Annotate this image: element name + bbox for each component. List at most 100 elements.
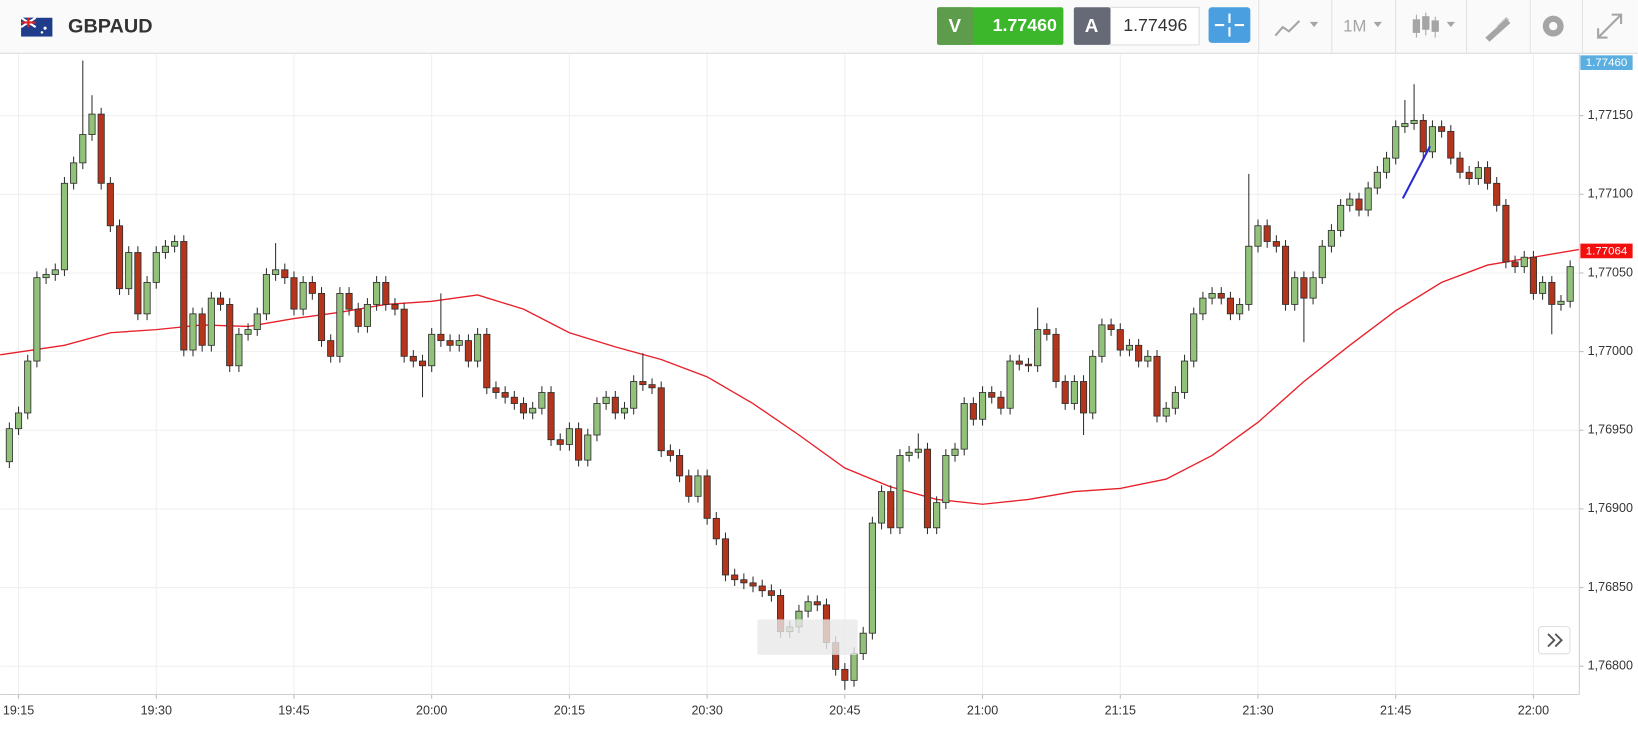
candle-body bbox=[969, 403, 977, 420]
candle-body bbox=[1226, 297, 1235, 315]
candle-body bbox=[676, 455, 684, 477]
y-tick-label: 1,76800 bbox=[1588, 659, 1633, 673]
candle-body bbox=[1098, 324, 1106, 357]
candle-body bbox=[125, 252, 133, 290]
candle-body bbox=[483, 333, 491, 389]
settings-button[interactable] bbox=[1542, 15, 1564, 37]
candle-body bbox=[492, 387, 500, 393]
candle-body bbox=[1199, 297, 1207, 315]
candle-body bbox=[1190, 313, 1198, 362]
candle-body bbox=[620, 407, 629, 414]
candle-body bbox=[1070, 381, 1078, 404]
candle-body bbox=[740, 579, 748, 584]
scroll-right-button[interactable] bbox=[1538, 626, 1571, 655]
candle-body bbox=[1355, 198, 1363, 211]
candle-body bbox=[88, 113, 96, 135]
candle-body bbox=[1180, 360, 1189, 393]
candle-body bbox=[519, 403, 528, 414]
candle-body bbox=[703, 475, 711, 519]
moving-average-line bbox=[0, 248, 1580, 505]
candle-body bbox=[1493, 182, 1501, 206]
candle-body bbox=[79, 134, 87, 164]
candle-body bbox=[1263, 225, 1271, 242]
candle-body bbox=[281, 269, 289, 279]
candle-body bbox=[106, 182, 114, 227]
candle-body bbox=[327, 340, 335, 357]
candle-body bbox=[1474, 167, 1482, 179]
buy-price: 1.77496 bbox=[1123, 15, 1187, 35]
candle-body bbox=[758, 585, 766, 592]
timeframe-button[interactable]: 1M bbox=[1343, 17, 1382, 36]
x-tick-label: 19:30 bbox=[141, 704, 172, 718]
flag-icon bbox=[20, 16, 53, 37]
y-tick-label: 1,76850 bbox=[1588, 580, 1633, 594]
candle-body bbox=[60, 182, 68, 271]
candle-body bbox=[1116, 329, 1124, 351]
candle-body bbox=[1217, 292, 1225, 299]
candle-body bbox=[1080, 381, 1088, 414]
candle-body bbox=[235, 333, 243, 367]
candle-body bbox=[1346, 198, 1354, 206]
tooltip-box bbox=[757, 619, 858, 655]
candle-body bbox=[767, 590, 775, 596]
candle-body bbox=[666, 450, 674, 456]
candle-body bbox=[409, 355, 417, 362]
candle-body bbox=[942, 455, 950, 504]
x-tick-label: 19:15 bbox=[3, 704, 34, 718]
indicator-button[interactable] bbox=[1274, 20, 1319, 37]
candle-body bbox=[180, 241, 188, 351]
buy-button[interactable]: A 1.77496 bbox=[1073, 6, 1200, 46]
candle-body bbox=[1043, 329, 1051, 335]
candle-body bbox=[547, 392, 555, 441]
candle-body bbox=[1107, 324, 1115, 331]
toolbar-bg bbox=[0, 0, 1638, 54]
candle-body bbox=[1162, 407, 1170, 417]
candle-body bbox=[134, 252, 142, 315]
candle-body bbox=[1438, 126, 1446, 132]
candle-body bbox=[207, 297, 215, 346]
sell-button[interactable]: V 1.77460 bbox=[937, 7, 1064, 45]
chart-type-button[interactable] bbox=[1412, 12, 1456, 38]
candle-body bbox=[1502, 204, 1510, 263]
candle-body bbox=[1089, 355, 1097, 414]
candle-body bbox=[731, 574, 739, 581]
trend-line-drawing[interactable] bbox=[1401, 145, 1431, 199]
candle-body bbox=[850, 653, 858, 681]
candle-body bbox=[905, 451, 913, 456]
fullscreen-button[interactable] bbox=[1597, 13, 1623, 39]
candle-body bbox=[198, 313, 206, 346]
candle-body bbox=[189, 313, 197, 351]
candle-body bbox=[1483, 167, 1492, 184]
candle-body bbox=[1254, 225, 1262, 247]
candle-body bbox=[1373, 171, 1381, 189]
candle-body bbox=[5, 428, 13, 463]
candle-body bbox=[1410, 119, 1418, 124]
candle-body bbox=[565, 428, 573, 445]
candle-body bbox=[556, 439, 564, 445]
candle-body bbox=[1511, 261, 1519, 268]
candle-body bbox=[923, 448, 932, 529]
candle-body bbox=[97, 113, 105, 184]
candle-body bbox=[143, 281, 151, 315]
candle-body bbox=[290, 277, 298, 310]
candle-body bbox=[749, 582, 757, 587]
candle-body bbox=[979, 392, 987, 420]
y-tick-label: 1,77000 bbox=[1588, 344, 1633, 358]
crosshair-button[interactable] bbox=[1208, 7, 1251, 43]
price-tag-label: 1.77064 bbox=[1586, 245, 1628, 257]
candle-body bbox=[14, 412, 23, 430]
y-tick-label: 1,77050 bbox=[1588, 265, 1633, 279]
candle-body bbox=[1061, 381, 1069, 404]
candle-body bbox=[1236, 304, 1244, 315]
candle-body bbox=[1419, 119, 1427, 153]
candle-body bbox=[878, 491, 886, 524]
y-tick-label: 1,76900 bbox=[1588, 501, 1633, 515]
candle-body bbox=[1447, 130, 1455, 159]
candle-body bbox=[1034, 329, 1042, 367]
candle-body bbox=[171, 241, 179, 247]
drawing-button[interactable] bbox=[1485, 16, 1511, 42]
candle-body bbox=[437, 333, 445, 342]
price-tag-label: 1.77460 bbox=[1586, 57, 1627, 69]
candle-body bbox=[418, 360, 427, 367]
